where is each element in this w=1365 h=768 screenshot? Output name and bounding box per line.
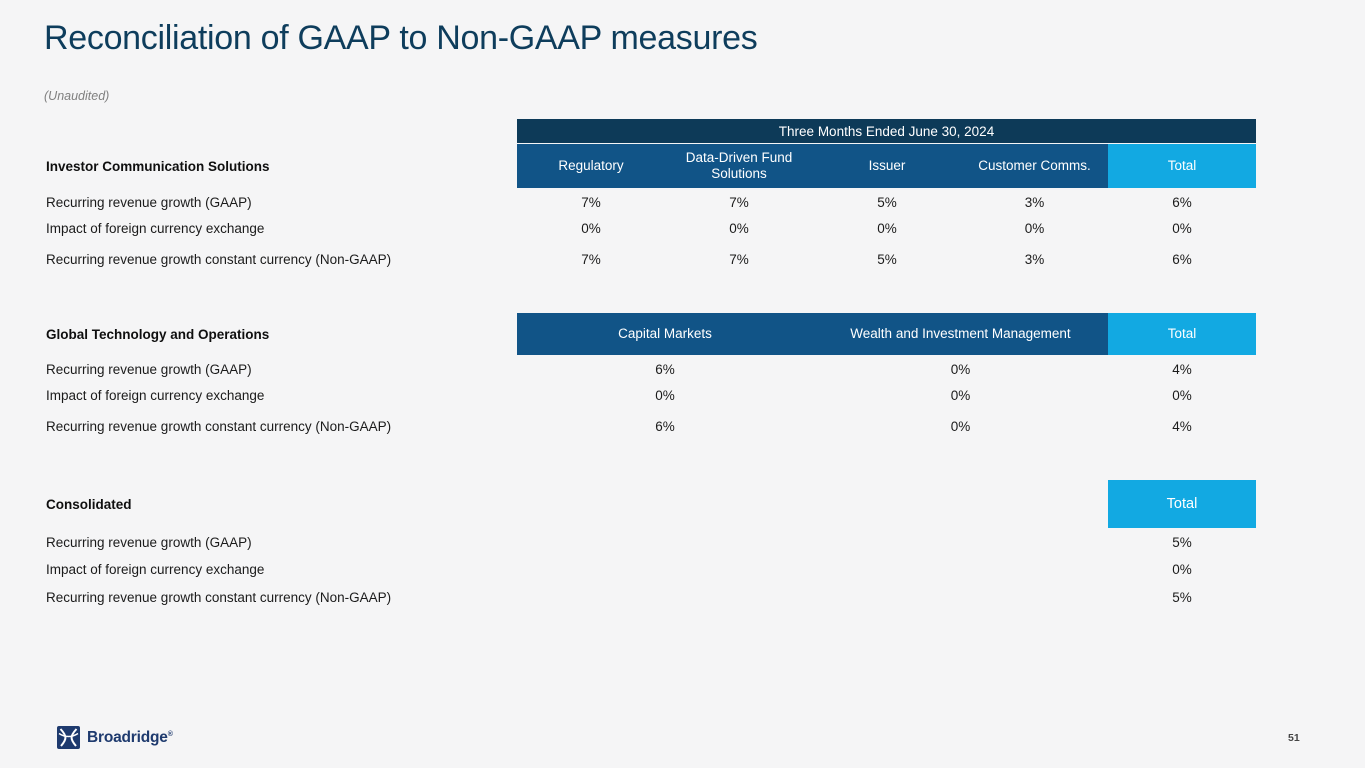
cell-value: 6% (655, 361, 675, 377)
section-label-consolidated: Consolidated (46, 496, 132, 512)
section-label-investor-communication-solutions: Investor Communication Solutions (46, 158, 270, 174)
table-row: Recurring revenue growth constant curren… (46, 246, 1256, 272)
period-banner: Three Months Ended June 30, 2024 (517, 119, 1256, 143)
cell-value: 4% (1172, 361, 1192, 377)
cell-value: 0% (581, 220, 601, 236)
section-label-global-technology-operations: Global Technology and Operations (46, 326, 270, 342)
row-label: Recurring revenue growth constant curren… (46, 251, 392, 267)
broadridge-logo-icon (57, 726, 80, 749)
table1-col-data-driven-fund-solutions: Data-Driven Fund Solutions (685, 150, 793, 181)
table-row: Recurring revenue growth (GAAP) 7% 7% 5%… (46, 189, 1256, 215)
row-label: Impact of foreign currency exchange (46, 561, 265, 577)
row-values: 0% 0% 0% 0% 0% (517, 221, 1256, 236)
cell-value: 0% (1172, 561, 1192, 577)
table3-col-total: Total (1108, 480, 1256, 528)
cell-value: 0% (877, 220, 897, 236)
cell-value: 5% (1172, 589, 1192, 605)
table1-header-row: Regulatory Data-Driven Fund Solutions Is… (517, 144, 1256, 188)
table-row: Impact of foreign currency exchange 0% (46, 556, 1256, 582)
cell-value: 5% (877, 251, 897, 267)
cell-value: 3% (1024, 251, 1045, 267)
row-values: 7% 7% 5% 3% 6% (517, 252, 1256, 267)
cell-value: 4% (1172, 418, 1192, 434)
cell-value: 0% (1024, 220, 1045, 236)
row-label: Recurring revenue growth (GAAP) (46, 361, 252, 377)
table1-col-total: Total (1108, 144, 1256, 188)
cell-value: 7% (581, 251, 601, 267)
row-values: 6% 0% 4% (517, 419, 1256, 434)
registered-mark: ® (167, 730, 173, 738)
table-row: Impact of foreign currency exchange 0% 0… (46, 215, 1256, 241)
row-values: 6% 0% 4% (517, 362, 1256, 377)
cell-value: 7% (729, 194, 749, 210)
cell-value: 5% (1172, 534, 1192, 550)
cell-value: 0% (1172, 220, 1192, 236)
cell-value: 3% (1024, 194, 1045, 210)
table-row: Recurring revenue growth (GAAP) 6% 0% 4% (46, 356, 1256, 382)
cell-value: 0% (950, 387, 971, 403)
table2-header-row: Capital Markets Wealth and Investment Ma… (517, 313, 1256, 355)
cell-value: 6% (1172, 251, 1192, 267)
table2-col-total: Total (1108, 313, 1256, 355)
page-number: 51 (1288, 732, 1300, 744)
cell-value: 0% (729, 220, 749, 236)
cell-value: 7% (581, 194, 601, 210)
table1-col-customer-comms: Customer Comms. (978, 158, 1091, 174)
row-label: Recurring revenue growth (GAAP) (46, 194, 252, 210)
broadridge-logo: Broadridge® (57, 726, 173, 749)
cell-value: 0% (950, 361, 971, 377)
cell-value: 5% (877, 194, 897, 210)
cell-value: 0% (950, 418, 971, 434)
table-row: Recurring revenue growth constant curren… (46, 584, 1256, 610)
unaudited-note: (Unaudited) (44, 89, 110, 103)
row-label: Impact of foreign currency exchange (46, 220, 265, 236)
row-label: Recurring revenue growth (GAAP) (46, 534, 252, 550)
row-values: 0% 0% 0% (517, 388, 1256, 403)
table-row: Impact of foreign currency exchange 0% 0… (46, 382, 1256, 408)
table2-col-wealth-investment-management: Wealth and Investment Management (850, 326, 1071, 342)
cell-value: 6% (655, 418, 675, 434)
table2-col-capital-markets: Capital Markets (618, 326, 712, 342)
table-row: Recurring revenue growth constant curren… (46, 413, 1256, 439)
cell-value: 6% (1172, 194, 1192, 210)
table1-col-issuer: Issuer (868, 158, 906, 174)
page-title: Reconciliation of GAAP to Non-GAAP measu… (44, 19, 758, 57)
cell-value: 7% (729, 251, 749, 267)
cell-value: 0% (1172, 387, 1192, 403)
cell-value: 0% (655, 387, 675, 403)
row-label: Recurring revenue growth constant curren… (46, 418, 392, 434)
row-values: 7% 7% 5% 3% 6% (517, 195, 1256, 210)
row-label: Impact of foreign currency exchange (46, 387, 265, 403)
table1-col-regulatory: Regulatory (558, 158, 624, 174)
table-row: Recurring revenue growth (GAAP) 5% (46, 529, 1256, 555)
broadridge-logo-text: Broadridge® (87, 728, 173, 746)
row-label: Recurring revenue growth constant curren… (46, 589, 392, 605)
